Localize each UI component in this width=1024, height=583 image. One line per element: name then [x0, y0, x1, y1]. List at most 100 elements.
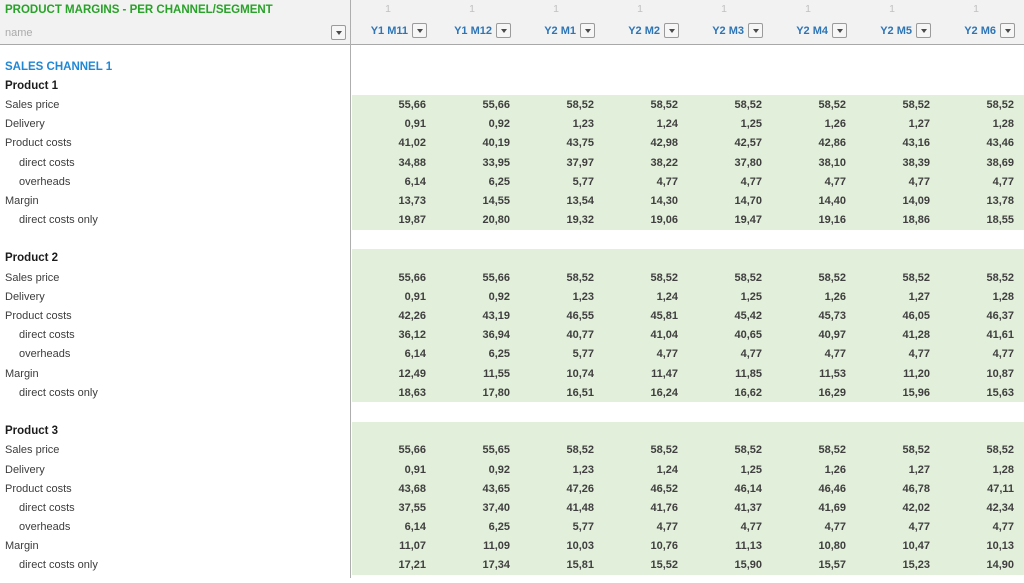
- value-cell[interactable]: 10,76: [604, 536, 688, 556]
- value-cell[interactable]: 13,54: [520, 191, 604, 211]
- value-cell[interactable]: 41,04: [604, 325, 688, 345]
- value-cell[interactable]: 4,77: [604, 517, 688, 537]
- value-cell[interactable]: 1,26: [772, 287, 856, 307]
- row-label[interactable]: Margin: [5, 194, 39, 207]
- value-cell[interactable]: 46,05: [856, 306, 940, 326]
- row-label[interactable]: Product costs: [5, 310, 72, 323]
- value-cell[interactable]: 11,20: [856, 364, 940, 384]
- value-cell[interactable]: 16,51: [520, 383, 604, 403]
- value-cell[interactable]: 55,65: [436, 440, 520, 460]
- row-label[interactable]: direct costs: [19, 501, 75, 514]
- value-cell[interactable]: 43,46: [940, 133, 1024, 153]
- value-cell[interactable]: 15,23: [856, 555, 940, 576]
- product-heading[interactable]: Product 2: [5, 252, 59, 265]
- row-label[interactable]: Delivery: [5, 118, 45, 131]
- value-cell[interactable]: 5,77: [520, 517, 604, 537]
- column-filter-dropdown-y2-m4[interactable]: [832, 23, 847, 38]
- value-cell[interactable]: 42,98: [604, 133, 688, 153]
- value-cell[interactable]: 58,52: [772, 440, 856, 460]
- value-cell[interactable]: 0,91: [352, 114, 436, 134]
- value-cell[interactable]: 58,52: [688, 95, 772, 115]
- value-cell[interactable]: 0,92: [436, 287, 520, 307]
- value-cell[interactable]: 46,55: [520, 306, 604, 326]
- value-cell[interactable]: 33,95: [436, 152, 520, 173]
- value-cell[interactable]: 45,73: [772, 306, 856, 326]
- column-filter-dropdown-y2-m1[interactable]: [580, 23, 595, 38]
- value-cell[interactable]: 11,55: [436, 364, 520, 384]
- value-cell[interactable]: 46,46: [772, 479, 856, 499]
- value-cell[interactable]: 10,80: [772, 536, 856, 556]
- value-cell[interactable]: 15,63: [940, 383, 1024, 403]
- value-cell[interactable]: 1,25: [688, 114, 772, 134]
- value-cell[interactable]: 19,32: [520, 210, 604, 230]
- row-label[interactable]: Product costs: [5, 482, 72, 495]
- value-cell[interactable]: 1,25: [688, 287, 772, 307]
- value-cell[interactable]: 55,66: [352, 268, 436, 288]
- value-cell[interactable]: 58,52: [940, 440, 1024, 460]
- value-cell[interactable]: 4,77: [604, 172, 688, 192]
- value-cell[interactable]: 45,42: [688, 306, 772, 326]
- value-cell[interactable]: 4,77: [856, 344, 940, 364]
- column-filter-dropdown-y2-m5[interactable]: [916, 23, 931, 38]
- value-cell[interactable]: 58,52: [604, 268, 688, 288]
- value-cell[interactable]: 6,14: [352, 517, 436, 537]
- value-cell[interactable]: 0,92: [436, 114, 520, 134]
- product-heading[interactable]: Product 1: [5, 79, 59, 92]
- value-cell[interactable]: 40,65: [688, 325, 772, 345]
- value-cell[interactable]: 4,77: [604, 344, 688, 364]
- value-cell[interactable]: 20,80: [436, 210, 520, 230]
- value-cell[interactable]: 46,52: [604, 479, 688, 499]
- row-label[interactable]: direct costs only: [19, 559, 98, 572]
- value-cell[interactable]: 10,47: [856, 536, 940, 556]
- value-cell[interactable]: 18,55: [940, 210, 1024, 230]
- value-cell[interactable]: 10,13: [940, 536, 1024, 556]
- value-cell[interactable]: 11,47: [604, 364, 688, 384]
- value-cell[interactable]: 18,63: [352, 383, 436, 403]
- value-cell[interactable]: 19,87: [352, 210, 436, 230]
- column-header-label[interactable]: Y1 M11: [370, 24, 408, 37]
- row-label[interactable]: overheads: [19, 348, 71, 361]
- value-cell[interactable]: 16,29: [772, 383, 856, 403]
- value-cell[interactable]: 0,91: [352, 287, 436, 307]
- value-cell[interactable]: 5,77: [520, 172, 604, 192]
- column-filter-dropdown-y2-m6[interactable]: [1000, 23, 1015, 38]
- column-filter-dropdown-y2-m2[interactable]: [664, 23, 679, 38]
- value-cell[interactable]: 58,52: [940, 95, 1024, 115]
- value-cell[interactable]: 1,24: [604, 459, 688, 480]
- value-cell[interactable]: 55,66: [352, 440, 436, 460]
- column-filter-dropdown-y1-m11[interactable]: [412, 23, 427, 38]
- value-cell[interactable]: 1,23: [520, 459, 604, 480]
- name-filter-dropdown[interactable]: [331, 25, 346, 40]
- value-cell[interactable]: 15,57: [772, 555, 856, 576]
- value-cell[interactable]: 14,40: [772, 191, 856, 211]
- value-cell[interactable]: 14,70: [688, 191, 772, 211]
- row-label[interactable]: Margin: [5, 367, 39, 380]
- value-cell[interactable]: 42,02: [856, 498, 940, 518]
- value-cell[interactable]: 11,09: [436, 536, 520, 556]
- value-cell[interactable]: 6,25: [436, 172, 520, 192]
- value-cell[interactable]: 1,28: [940, 287, 1024, 307]
- value-cell[interactable]: 15,52: [604, 555, 688, 576]
- value-cell[interactable]: 6,14: [352, 172, 436, 192]
- value-cell[interactable]: 55,66: [436, 268, 520, 288]
- value-cell[interactable]: 17,34: [436, 555, 520, 576]
- value-cell[interactable]: 1,23: [520, 287, 604, 307]
- value-cell[interactable]: 17,21: [352, 555, 436, 576]
- value-cell[interactable]: 42,26: [352, 306, 436, 326]
- value-cell[interactable]: 11,07: [352, 536, 436, 556]
- value-cell[interactable]: 41,02: [352, 133, 436, 153]
- value-cell[interactable]: 1,28: [940, 114, 1024, 134]
- value-cell[interactable]: 4,77: [856, 172, 940, 192]
- value-cell[interactable]: 46,14: [688, 479, 772, 499]
- value-cell[interactable]: 46,37: [940, 306, 1024, 326]
- value-cell[interactable]: 1,23: [520, 114, 604, 134]
- column-header-label[interactable]: Y2 M4: [796, 24, 828, 37]
- value-cell[interactable]: 42,57: [688, 133, 772, 153]
- value-cell[interactable]: 14,30: [604, 191, 688, 211]
- value-cell[interactable]: 15,96: [856, 383, 940, 403]
- value-cell[interactable]: 36,94: [436, 325, 520, 345]
- value-cell[interactable]: 43,19: [436, 306, 520, 326]
- value-cell[interactable]: 58,52: [520, 95, 604, 115]
- value-cell[interactable]: 41,48: [520, 498, 604, 518]
- row-label[interactable]: Margin: [5, 540, 39, 553]
